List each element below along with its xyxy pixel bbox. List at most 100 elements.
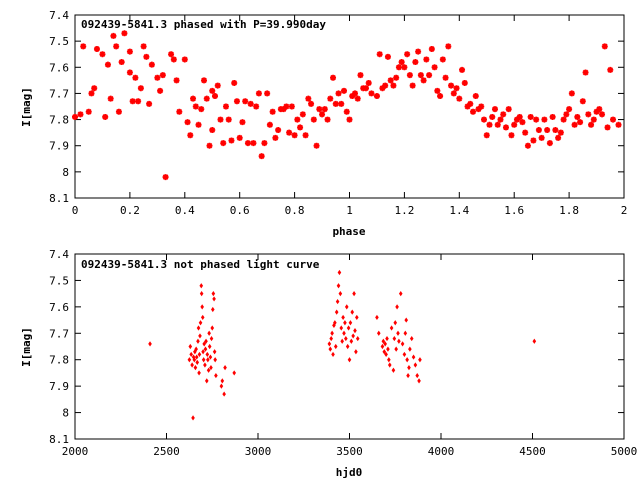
data-point [396, 330, 400, 336]
data-point [236, 134, 243, 141]
data-point [406, 372, 410, 379]
data-point [394, 346, 398, 352]
data-point [563, 111, 570, 118]
data-point [408, 346, 412, 352]
data-point [184, 119, 191, 126]
data-point [379, 85, 386, 92]
data-point [596, 106, 603, 113]
data-point [162, 174, 169, 181]
data-point [387, 357, 391, 363]
data-point [275, 127, 282, 134]
data-point [346, 116, 353, 123]
data-point [344, 304, 349, 310]
data-point [198, 320, 203, 326]
data-point [431, 64, 438, 71]
data-point [140, 43, 147, 50]
data-point [272, 134, 279, 141]
data-point [143, 53, 150, 60]
data-point [350, 309, 355, 315]
data-point [327, 95, 334, 102]
data-points [148, 269, 537, 421]
data-point [332, 322, 336, 328]
x-tick-label: 0.2 [120, 204, 140, 217]
data-point [585, 111, 592, 118]
data-point [393, 320, 398, 326]
x-tick-label: 4000 [428, 445, 455, 458]
data-point [464, 103, 471, 110]
data-point [375, 314, 379, 321]
data-point [530, 137, 537, 144]
y-tick-label: 8 [62, 166, 69, 179]
data-point [535, 127, 542, 134]
data-point [110, 32, 117, 39]
data-point [593, 108, 600, 115]
data-point [232, 370, 237, 376]
data-point [450, 90, 457, 97]
data-point [362, 85, 369, 92]
data-point [351, 333, 355, 339]
data-point [330, 74, 337, 81]
chart-title: 092439-5841.3 not phased light curve [81, 258, 320, 271]
data-point [228, 137, 235, 144]
y-tick-label: 7.9 [49, 380, 69, 393]
data-point [415, 372, 420, 379]
data-point [88, 90, 95, 97]
data-point [461, 79, 468, 86]
data-point [351, 90, 358, 97]
y-axis-label: I[mag] [20, 87, 33, 127]
data-point [409, 82, 416, 89]
data-point [196, 325, 201, 331]
data-point [426, 72, 433, 79]
data-point [400, 341, 405, 347]
data-point [244, 140, 251, 147]
data-point [599, 111, 606, 118]
y-tick-label: 7.8 [49, 114, 69, 127]
data-point [481, 116, 488, 123]
x-tick-label: 0.8 [285, 204, 305, 217]
data-point [373, 93, 380, 100]
data-point [190, 95, 197, 102]
data-point [332, 100, 339, 107]
x-tick-label: 2 [621, 204, 628, 217]
data-point [189, 351, 194, 358]
data-point [214, 82, 221, 89]
data-point [261, 140, 268, 147]
data-point [210, 325, 215, 331]
data-point [387, 77, 394, 84]
data-point [338, 100, 345, 107]
data-point [505, 106, 512, 113]
x-tick-label: 3000 [245, 445, 272, 458]
data-point [209, 365, 213, 371]
data-point [330, 330, 334, 336]
data-point [349, 338, 354, 344]
data-point [555, 134, 562, 141]
data-point [382, 349, 387, 355]
x-tick-label: 0.4 [175, 204, 195, 217]
phased-light-curve-chart: 7.4 7.5 7.6 7.7 7.8 7.9 8 8.1 0 0.2 0.4 0.6 0.8 1 1.2… [20, 9, 627, 238]
data-point [391, 367, 396, 373]
data-point [247, 100, 254, 107]
data-point [357, 72, 364, 79]
data-point [280, 106, 287, 113]
data-point [513, 116, 520, 123]
data-point [588, 121, 595, 128]
data-point [354, 349, 358, 355]
data-point [406, 72, 413, 79]
x-axis-label: phase [332, 225, 365, 238]
data-point [335, 298, 340, 305]
data-point [340, 338, 344, 344]
data-point [549, 113, 556, 120]
y-tick-label: 7.5 [49, 35, 69, 48]
data-point [494, 121, 501, 128]
data-point [170, 56, 177, 63]
data-point [387, 362, 392, 368]
data-point [266, 121, 273, 128]
data-point [269, 108, 276, 115]
data-point [395, 64, 402, 71]
data-point [335, 90, 342, 97]
data-point [475, 106, 482, 113]
data-point [604, 124, 611, 131]
data-point [577, 119, 584, 126]
data-point [376, 51, 383, 58]
data-point [239, 119, 246, 126]
